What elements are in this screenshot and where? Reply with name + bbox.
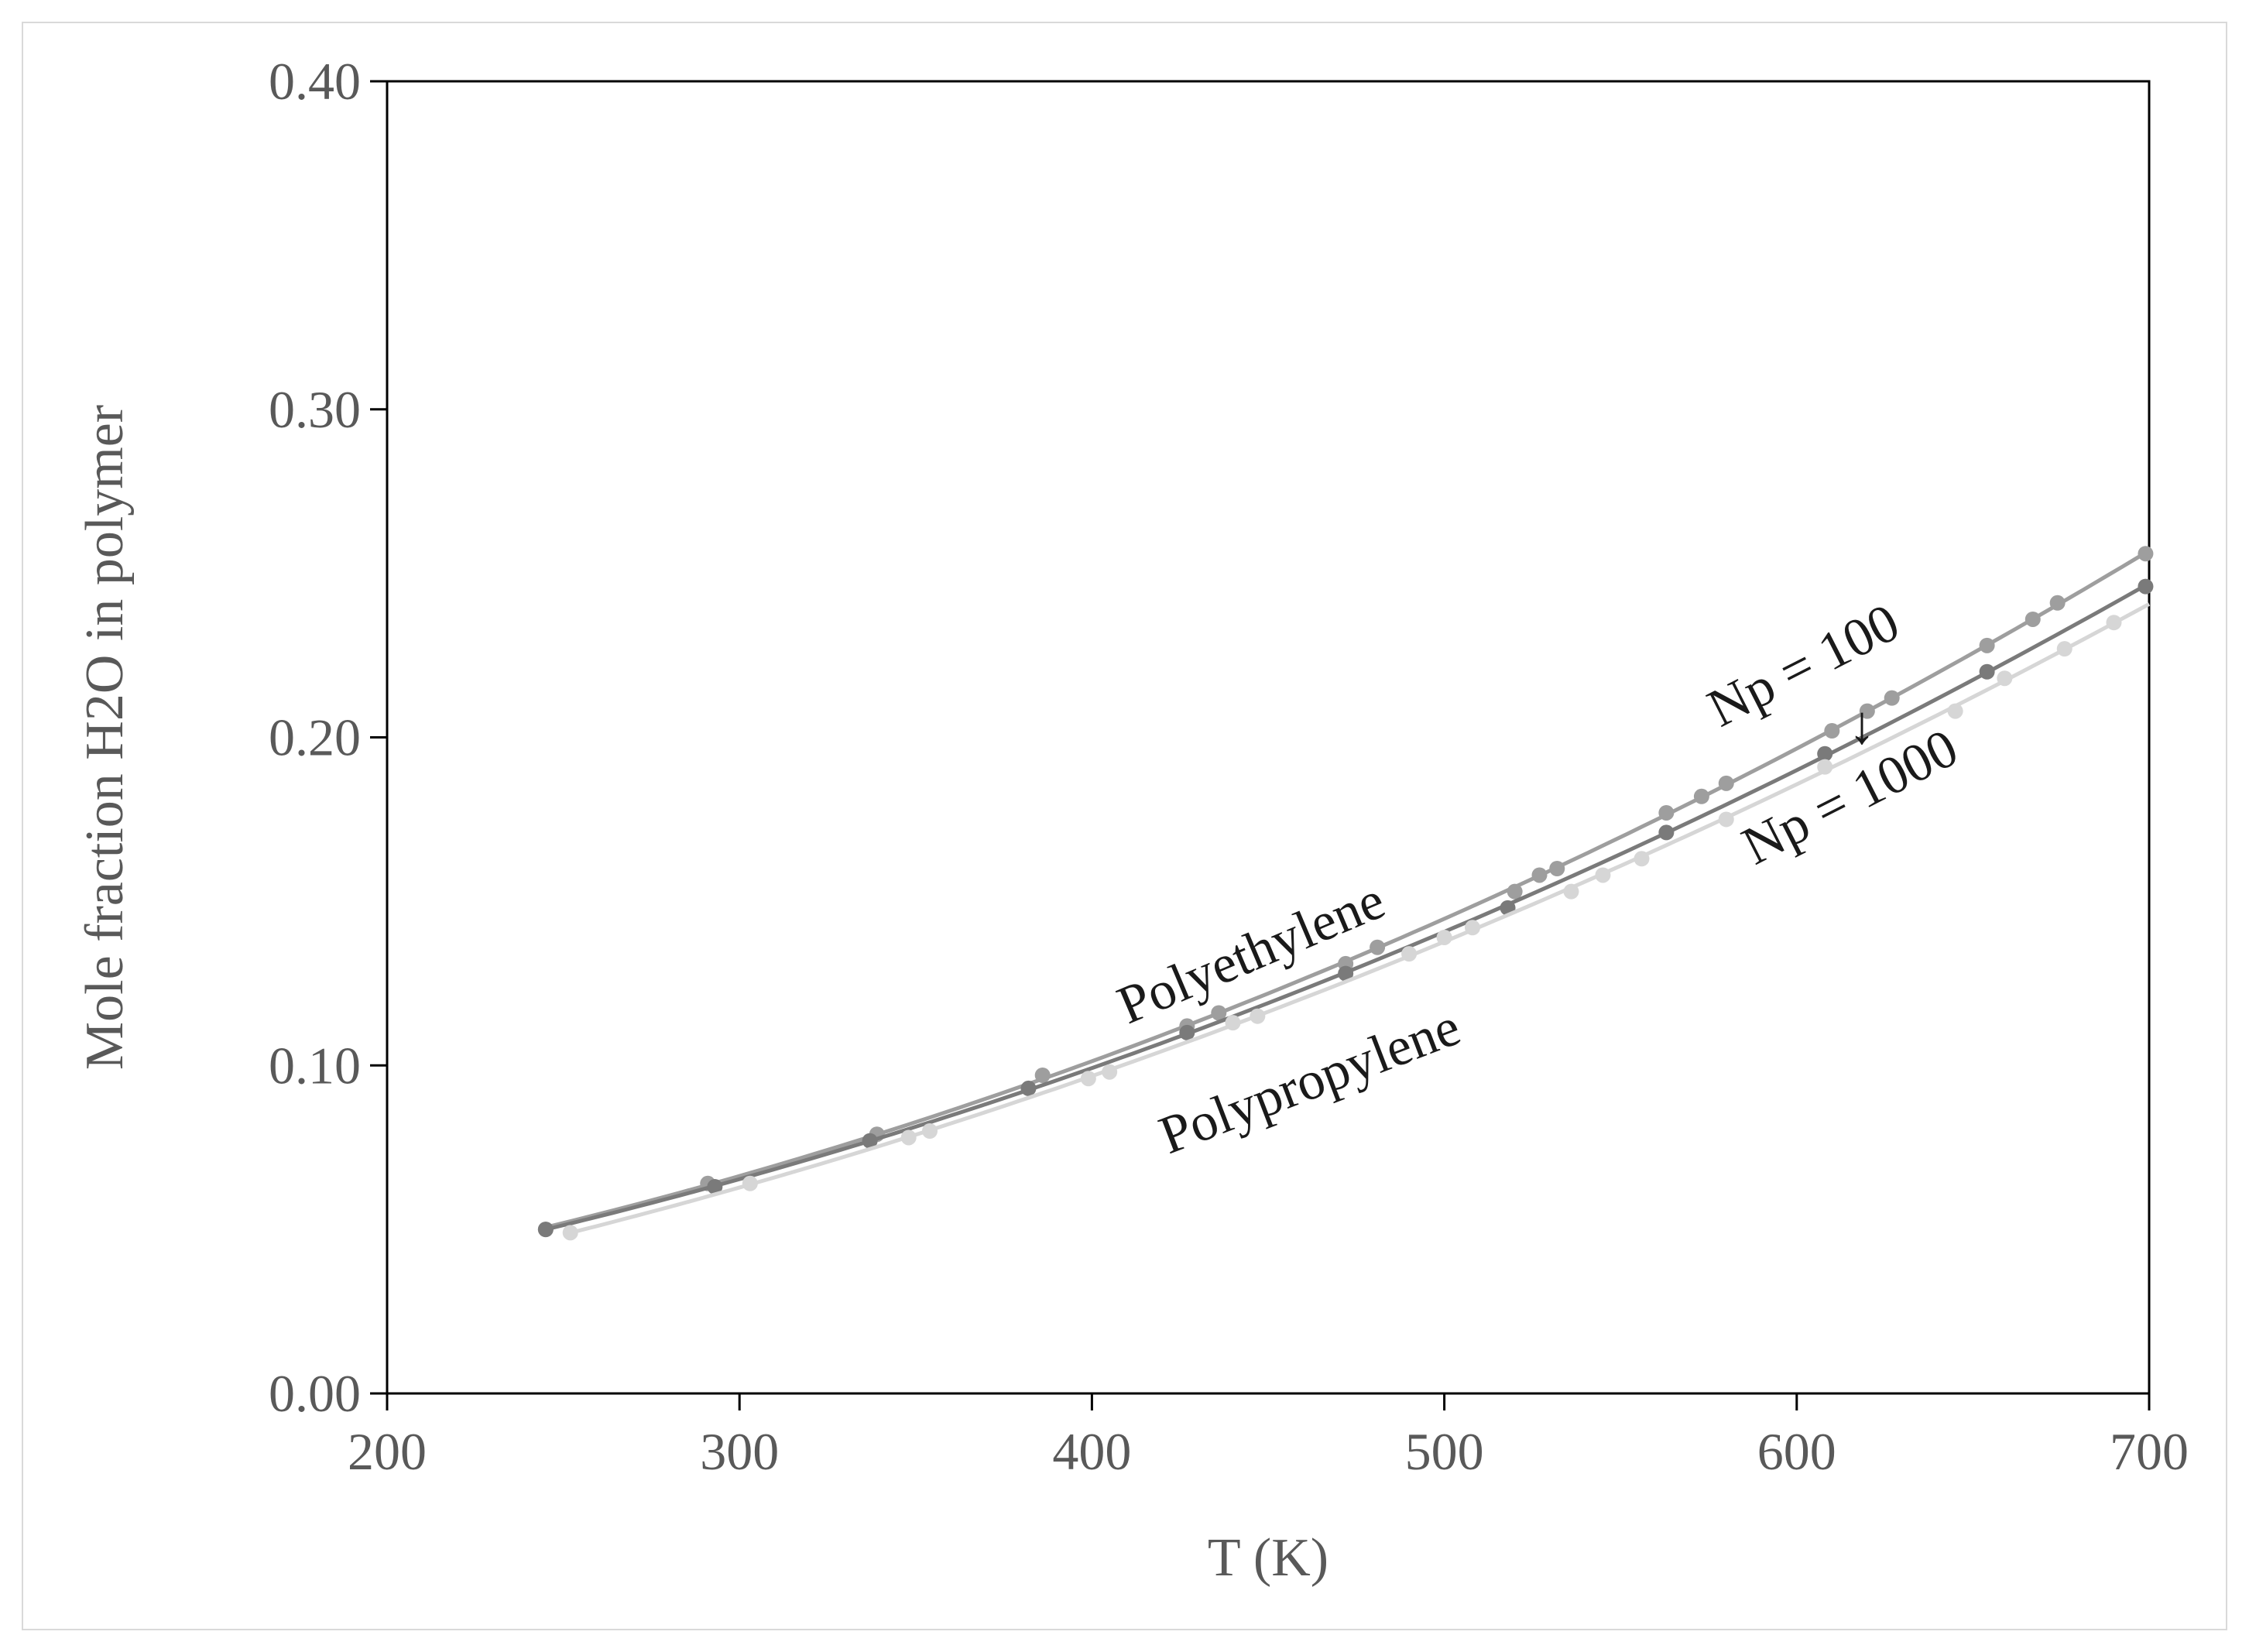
series-3-point <box>1595 867 1611 883</box>
series-1-point <box>1718 775 1734 791</box>
annotation-np-100: Np = 100 <box>1699 592 1908 739</box>
series-3-point <box>1250 1008 1266 1024</box>
series-3-point <box>1436 929 1452 945</box>
y-axis-title: Mole fraction H2O in polymer <box>75 405 135 1070</box>
series-3-point <box>1563 883 1579 900</box>
series-2-point <box>1979 663 1995 680</box>
series-1-point <box>1211 1005 1227 1021</box>
y-tick-label: 0.20 <box>269 708 361 767</box>
series-2-point <box>707 1179 723 1195</box>
series-3-point <box>922 1123 938 1139</box>
y-axis: 0.00 0.10 0.20 0.30 0.40 <box>269 52 387 1423</box>
x-tick-label: 200 <box>348 1422 427 1481</box>
series-3-point <box>1947 703 1963 719</box>
x-axis: 200 300 400 500 600 700 <box>348 1393 2189 1481</box>
x-tick-label: 500 <box>1405 1422 1484 1481</box>
series-1-point <box>1658 804 1675 821</box>
series-3-line <box>570 602 2151 1235</box>
series-2-point <box>862 1133 878 1149</box>
plot-area <box>386 80 2151 1395</box>
series-3-point <box>1401 946 1418 962</box>
series-3-point <box>1718 811 1734 828</box>
series-1-point <box>1507 883 1523 900</box>
x-axis-title: T (K) <box>1208 1528 1328 1588</box>
series-1-point <box>1549 861 1565 876</box>
series-3-point <box>1102 1064 1118 1080</box>
series-3-point <box>1080 1071 1096 1087</box>
series-2-point <box>1817 745 1833 762</box>
chart-frame <box>22 22 2227 1630</box>
series-2-point <box>1179 1024 1195 1040</box>
series-2-point <box>1020 1080 1037 1096</box>
series-1-point <box>1979 637 1995 653</box>
series-3-point <box>2106 615 2122 631</box>
series-2-point <box>2138 578 2154 595</box>
series-1-point <box>2024 611 2041 627</box>
series-group <box>537 546 2154 1241</box>
series-3-point <box>1225 1015 1241 1031</box>
series-1-point <box>1884 690 1900 706</box>
series-2-point <box>537 1222 554 1238</box>
y-tick-label: 0.30 <box>269 380 361 439</box>
series-1-point <box>1693 788 1709 804</box>
x-tick-label: 400 <box>1052 1422 1131 1481</box>
series-1-point <box>1859 703 1875 719</box>
y-tick-label: 0.40 <box>269 52 361 111</box>
series-3-point <box>1634 851 1650 867</box>
y-tick-label: 0.00 <box>269 1364 361 1423</box>
plot-border <box>386 80 2151 1395</box>
series-2-point <box>1338 965 1354 982</box>
series-3-point <box>742 1175 758 1191</box>
series-1-point <box>1034 1067 1051 1083</box>
series-1-point <box>1531 867 1548 883</box>
series-1-point <box>1824 723 1840 739</box>
x-tick-label: 600 <box>1757 1422 1836 1481</box>
x-tick-label: 700 <box>2110 1422 2189 1481</box>
series-1-point <box>2049 595 2066 611</box>
annotation-arrow: ↓ <box>1849 696 1876 756</box>
series-2-point <box>1658 824 1675 841</box>
series-3-point <box>1817 759 1833 775</box>
series-3-point <box>2056 641 2072 657</box>
y-tick-label: 0.10 <box>269 1036 361 1095</box>
series-1-point <box>1370 939 1386 955</box>
series-3-point <box>1465 920 1481 936</box>
series-3-point <box>1997 670 2013 687</box>
series-1-point <box>2138 546 2154 562</box>
series-3-point <box>900 1129 917 1146</box>
x-tick-label: 300 <box>700 1422 779 1481</box>
series-3-point <box>562 1225 578 1241</box>
